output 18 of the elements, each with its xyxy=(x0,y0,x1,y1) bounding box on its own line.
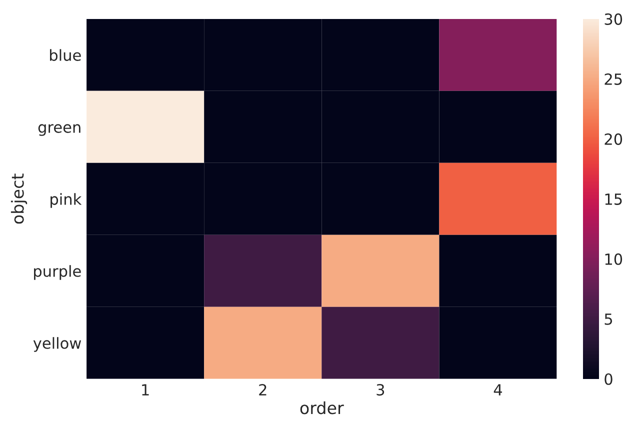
y-tick-label: purple xyxy=(34,265,81,280)
color-bar-label: 0 xyxy=(604,373,612,385)
color-bar-label: 10 xyxy=(605,253,622,265)
y-tick-label: blue xyxy=(50,49,81,61)
color-bar-label: 15 xyxy=(605,194,622,205)
y-tick-label: green xyxy=(38,124,80,136)
x-tick-label: 3 xyxy=(376,384,384,396)
color-bar-label: 20 xyxy=(604,133,622,145)
x-tick-label: 4 xyxy=(494,384,502,396)
y-axis-title: object xyxy=(10,174,28,224)
color-bar-label: 30 xyxy=(604,13,622,25)
x-tick-label: 2 xyxy=(259,384,266,396)
color-bar-label: 5 xyxy=(604,314,612,325)
color-bar-label: 25 xyxy=(604,73,622,85)
x-axis-title: order xyxy=(300,401,344,414)
y-tick-label: pink xyxy=(50,193,82,208)
y-tick-label: yellow xyxy=(33,337,82,352)
x-tick-label: 1 xyxy=(142,384,149,396)
